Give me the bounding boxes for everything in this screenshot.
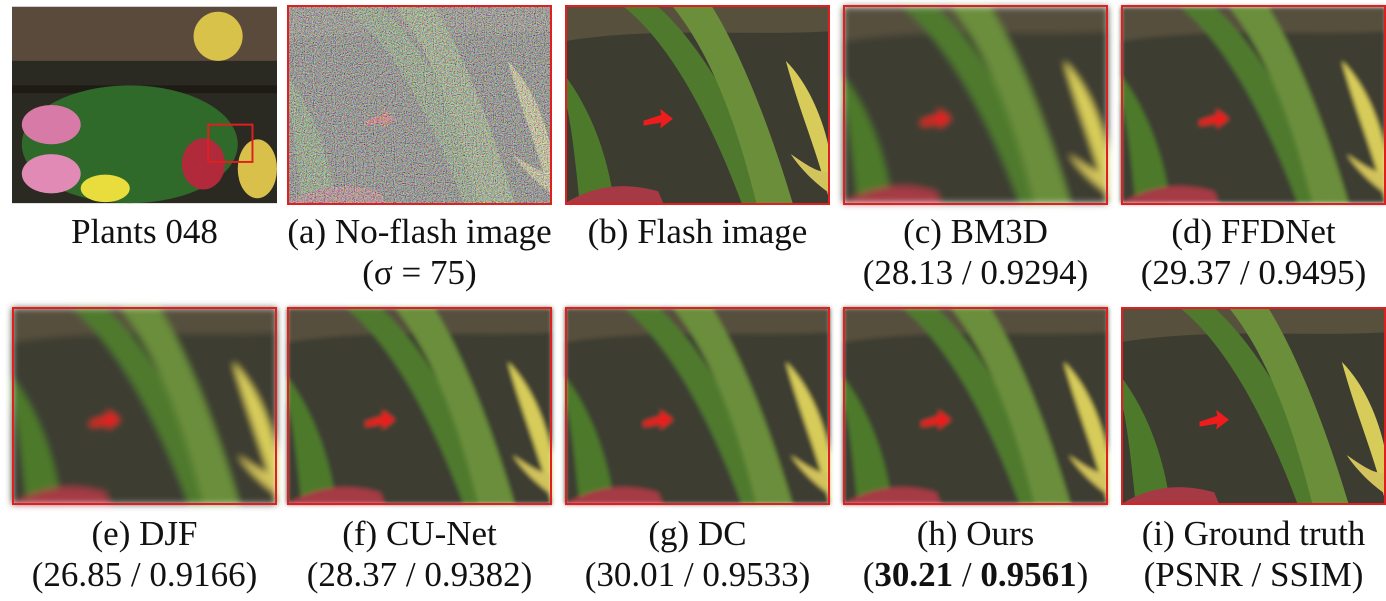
caption-part: ) <box>1077 555 1089 594</box>
panel: (b) Flash image <box>565 6 830 251</box>
caption: Plants 048 <box>71 212 218 251</box>
panel: (h) Ours(30.21 / 0.9561) <box>843 308 1108 594</box>
crop-image <box>1121 308 1386 504</box>
crop-image <box>287 308 552 504</box>
caption: (σ = 75) <box>362 253 476 292</box>
figure: Plants 048 (a) No-flash image(σ = 75) (b) … <box>0 0 1386 601</box>
caption: (28.37 / 0.9382) <box>307 555 533 594</box>
crop-image <box>843 308 1108 504</box>
caption: (d) FFDNet <box>1171 212 1336 251</box>
caption-part: / <box>953 555 980 594</box>
panel: (c) BM3D(28.13 / 0.9294) <box>843 6 1108 292</box>
photo <box>12 7 277 203</box>
caption: (26.85 / 0.9166) <box>32 555 258 594</box>
crop-image <box>1121 7 1386 203</box>
panel: (a) No-flash image(σ = 75) <box>287 5 552 292</box>
caption-part: ( <box>863 555 875 594</box>
caption: (c) BM3D <box>903 212 1048 251</box>
caption-part: 30.21 <box>874 555 953 594</box>
panel: Plants 048 <box>12 7 277 251</box>
crop-image <box>12 308 277 504</box>
panel: (f) CU-Net(28.37 / 0.9382) <box>287 308 552 594</box>
caption: (29.37 / 0.9495) <box>1141 253 1367 292</box>
panel: (d) FFDNet(29.37 / 0.9495) <box>1121 6 1386 292</box>
caption-part: 0.9561 <box>980 555 1076 594</box>
caption: (e) DJF <box>92 514 198 553</box>
caption: (b) Flash image <box>588 212 808 251</box>
panel: (e) DJF(26.85 / 0.9166) <box>12 308 277 594</box>
caption: (a) No-flash image <box>287 212 551 251</box>
caption: (PSNR / SSIM) <box>1144 555 1364 594</box>
crop-image <box>565 308 830 504</box>
panels: Plants 048 (a) No-flash image(σ = 75) (b) … <box>12 5 1386 594</box>
caption: (g) DC <box>648 514 746 553</box>
crop-image <box>843 7 1108 203</box>
panel: (g) DC(30.01 / 0.9533) <box>565 308 830 594</box>
noise-overlay <box>287 5 552 205</box>
caption: (i) Ground truth <box>1142 514 1366 553</box>
crop-image <box>565 7 830 203</box>
caption: (f) CU-Net <box>342 514 497 553</box>
caption: (30.01 / 0.9533) <box>585 555 811 594</box>
caption: (28.13 / 0.9294) <box>863 253 1089 292</box>
caption: (h) Ours <box>917 514 1035 553</box>
panel: (i) Ground truth(PSNR / SSIM) <box>1121 308 1386 594</box>
caption: (30.21 / 0.9561) <box>863 555 1089 594</box>
